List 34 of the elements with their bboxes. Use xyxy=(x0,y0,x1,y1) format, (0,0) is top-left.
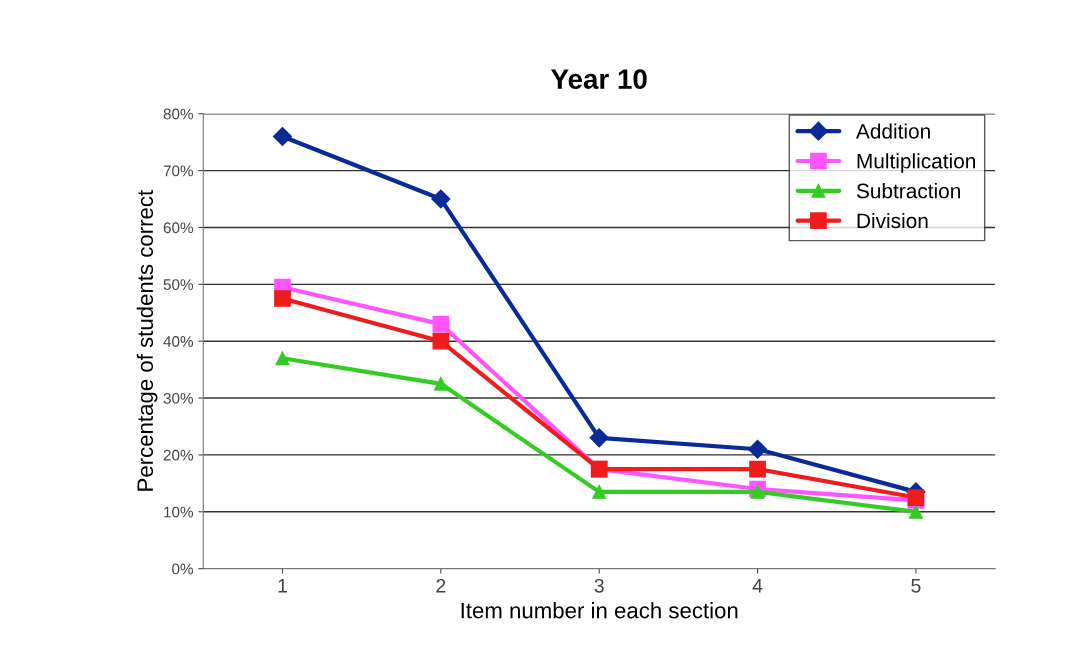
y-axis-title: Percentage of students correct xyxy=(136,190,158,491)
x-tick-label: 3 xyxy=(594,578,604,593)
y-tick-label: 60% xyxy=(163,222,194,234)
y-tick-label: 80% xyxy=(163,108,194,120)
x-tick-label: 2 xyxy=(436,578,446,593)
y-tick-label: 50% xyxy=(163,279,194,291)
chart-title: Year 10 xyxy=(551,69,647,89)
y-tick-label: 30% xyxy=(163,392,194,404)
x-axis-title: Item number in each section xyxy=(461,602,738,619)
point xyxy=(275,351,290,366)
x-tick-label: 5 xyxy=(911,579,921,593)
point xyxy=(432,315,450,333)
y-tick-label: 0% xyxy=(172,563,194,575)
point xyxy=(750,484,765,499)
y-tick-label: 10% xyxy=(164,506,194,518)
point xyxy=(748,439,768,459)
legend-label: Division xyxy=(857,212,928,229)
point xyxy=(589,428,609,448)
point xyxy=(432,332,450,350)
point xyxy=(749,460,766,478)
y-tick-label: 20% xyxy=(163,449,194,461)
point xyxy=(908,504,923,519)
x-tick-label: 4 xyxy=(752,579,763,593)
legend-label: Addition xyxy=(855,123,930,139)
y-tick-label: 70% xyxy=(163,165,194,177)
point xyxy=(274,290,291,307)
point xyxy=(272,126,293,147)
point xyxy=(431,189,451,209)
legend-label: Subtraction xyxy=(856,183,960,199)
y-tick-label: 40% xyxy=(163,336,194,347)
point xyxy=(433,376,448,391)
point xyxy=(592,484,607,499)
x-tick-label: 1 xyxy=(278,579,287,593)
legend-label: Multiplication xyxy=(857,153,975,173)
